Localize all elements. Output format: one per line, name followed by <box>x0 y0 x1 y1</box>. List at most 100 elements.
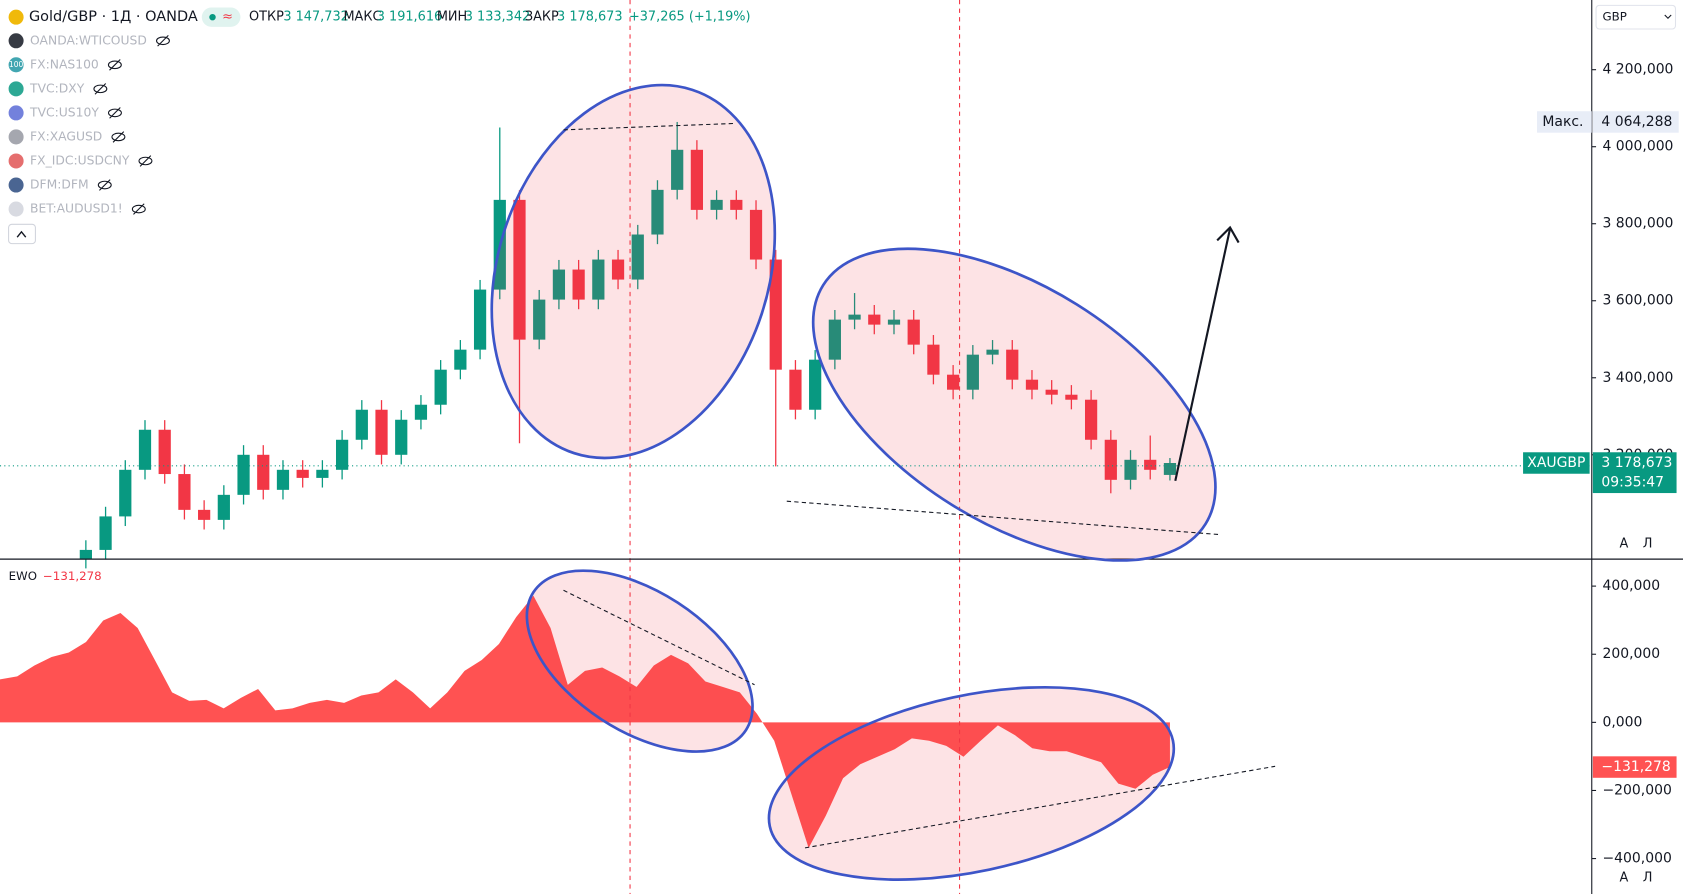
candle-body <box>947 374 960 390</box>
candle-body <box>690 149 704 210</box>
currency[interactable]: GBP <box>1602 10 1626 24</box>
plot <box>0 121 1177 849</box>
candle-body <box>454 349 467 370</box>
trend-line[interactable] <box>563 589 755 686</box>
max-label-bg <box>1537 111 1592 133</box>
scale-button[interactable]: A <box>1620 537 1629 552</box>
overlay-symbol: TVC:DXY <box>29 81 85 95</box>
candle-body <box>769 259 782 370</box>
overlay-symbol: TVC:US10Y <box>29 105 99 119</box>
y-tick-label: 0,000 <box>1602 714 1642 730</box>
last-price-bg <box>1592 452 1677 494</box>
candle-body <box>1084 399 1098 440</box>
candle-body <box>513 199 526 340</box>
trend-lines <box>563 122 1276 849</box>
collapse-icon <box>16 230 27 238</box>
hide-icon[interactable] <box>97 180 112 190</box>
last-name-bg <box>1523 452 1590 474</box>
ellipse[interactable] <box>751 655 1191 894</box>
candle-body <box>828 319 841 360</box>
hide-icon-slash <box>94 83 107 95</box>
ellipse[interactable] <box>495 534 783 789</box>
ohlc-value: 3 133,342 <box>465 10 530 25</box>
candle-body <box>1065 394 1078 400</box>
trend-line[interactable] <box>563 122 736 131</box>
candle-body <box>257 454 270 490</box>
indicator-value: −131,278 <box>43 569 102 583</box>
candle-body <box>966 354 979 390</box>
dropdown-icon <box>1664 14 1672 20</box>
last-name: XAUGBP <box>1527 455 1585 471</box>
hide-icon[interactable] <box>107 108 122 118</box>
collapse-button[interactable] <box>8 223 36 245</box>
max-value: 4 064,288 <box>1601 114 1672 130</box>
symbol-icon <box>8 9 24 25</box>
scale-button[interactable]: Л <box>1643 537 1653 552</box>
candle-body <box>119 469 132 517</box>
status-dot <box>209 13 216 21</box>
y-tick-label: 3 600,000 <box>1602 293 1673 309</box>
candle-body <box>138 429 152 470</box>
ohlc-value: 3 147,732 <box>283 10 348 25</box>
overlay-symbol: DFM:DFM <box>30 178 89 192</box>
hide-icon[interactable] <box>107 60 122 70</box>
overlay-icon <box>8 201 24 217</box>
candle-body <box>592 259 605 300</box>
overlay-icon <box>8 129 24 145</box>
candle-body <box>355 409 368 440</box>
candle-body <box>671 149 684 190</box>
y-tick-label: 400,000 <box>1602 578 1660 594</box>
symbol[interactable]: Gold/GBP · 1Д · OANDA <box>29 9 198 25</box>
candle-body <box>1006 349 1019 380</box>
candle-body <box>79 549 92 559</box>
candle-body <box>730 199 743 210</box>
hide-icon-slash <box>133 203 145 215</box>
last-price: 3 178,673 <box>1601 455 1672 471</box>
hide-icon-slash <box>109 59 121 71</box>
candle-body <box>611 259 625 280</box>
hide-icon[interactable] <box>155 36 170 46</box>
countdown: 09:35:47 <box>1601 474 1664 490</box>
candle-body <box>1045 389 1058 395</box>
candle-body <box>710 199 723 210</box>
ellipse[interactable] <box>761 185 1268 624</box>
overlay-list: OANDA:WTICOUSD 100 FX:NAS100 TVC:DXY TVC:US1… <box>8 33 170 217</box>
overlay-symbol: FX_IDC:USDCNY <box>30 153 130 167</box>
y-tick-label: 4 000,000 <box>1602 139 1673 155</box>
candle-body <box>651 189 664 235</box>
hide-icon[interactable] <box>111 132 126 142</box>
y-tick-label: −200,000 <box>1602 782 1671 798</box>
scale-button[interactable]: A <box>1620 870 1629 885</box>
ohlc-value: 3 178,673 <box>557 10 622 25</box>
last-value-bg <box>1592 756 1677 778</box>
hide-icon[interactable] <box>131 204 146 214</box>
y-tick-label: −400,000 <box>1602 851 1671 867</box>
candle-body <box>552 269 566 300</box>
candle-body <box>868 314 881 325</box>
candle-body <box>1025 379 1039 390</box>
candle-body <box>276 469 290 490</box>
hide-icon[interactable] <box>138 156 153 166</box>
candle-body <box>395 419 408 455</box>
candle-body <box>158 429 171 475</box>
candle-body <box>217 494 230 520</box>
scale-button[interactable]: Л <box>1643 870 1653 885</box>
hide-icon[interactable] <box>93 84 108 94</box>
overlay-symbol: OANDA:WTICOUSD <box>30 33 147 47</box>
change: +37,265 (+1,19%) <box>629 10 751 25</box>
overlay-icon <box>8 57 24 73</box>
hide-icon-slash <box>99 179 111 191</box>
ellipse[interactable] <box>446 48 821 495</box>
arrow[interactable] <box>1174 225 1240 482</box>
candle-body <box>631 234 644 280</box>
ohlc-label: ЗАКР <box>525 10 559 25</box>
candle-body <box>316 469 329 478</box>
ewo-area <box>0 595 1170 849</box>
indicator-title[interactable]: EWO <box>9 569 37 583</box>
currency-button[interactable] <box>1595 4 1677 30</box>
max-value-bg <box>1592 111 1679 133</box>
hide-icon-slash <box>139 155 152 167</box>
y-tick-label: 200,000 <box>1602 646 1660 662</box>
overlay-icon <box>8 81 24 97</box>
